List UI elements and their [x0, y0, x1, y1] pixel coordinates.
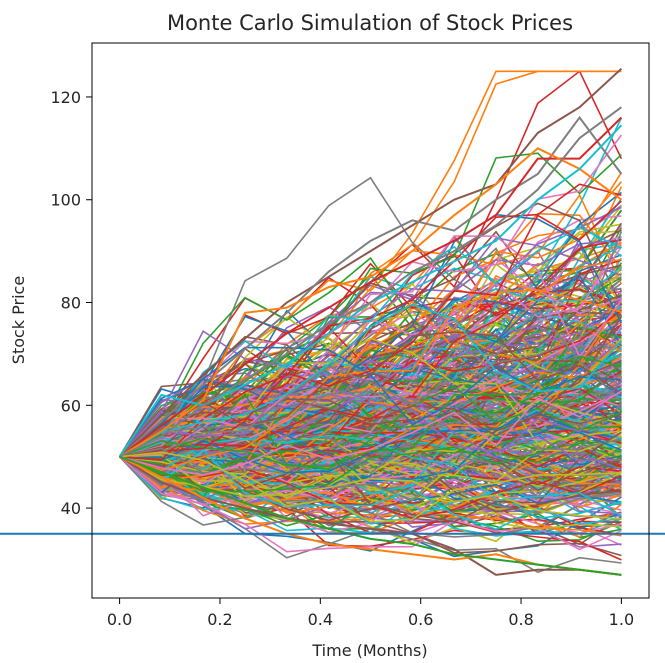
y-tick-label: 120 [50, 88, 81, 107]
x-axis: 0.0 0.2 0.4 0.6 0.8 1.0 [107, 598, 634, 629]
simulation-path [119, 147, 622, 458]
simulation-path [119, 200, 622, 458]
y-axis-label: Stock Price [9, 276, 28, 364]
x-tick-label: 0.2 [207, 610, 232, 629]
simulation-path [119, 262, 622, 458]
simulation-path [119, 425, 622, 493]
x-tick-label: 0.0 [107, 610, 132, 629]
simulation-path [118, 115, 623, 458]
simulation-path [119, 455, 622, 530]
simulation-path [119, 116, 623, 458]
simulation-path [119, 448, 622, 531]
simulation-path [119, 338, 622, 477]
x-tick-label: 1.0 [609, 610, 634, 629]
simulation-path [119, 359, 622, 458]
simulation-path [119, 152, 622, 458]
simulation-path [119, 380, 623, 459]
simulation-path [119, 231, 623, 458]
x-tick-label: 0.4 [308, 610, 333, 629]
y-tick-label: 100 [50, 191, 81, 210]
simulation-path [119, 393, 622, 462]
simulation-path [119, 455, 622, 522]
simulation-path [119, 390, 622, 476]
paths-layer [118, 67, 623, 576]
simulation-path [119, 239, 622, 458]
x-tick-label: 0.6 [408, 610, 433, 629]
chart-title: Monte Carlo Simulation of Stock Prices [167, 11, 573, 35]
x-tick-label: 0.8 [508, 610, 533, 629]
simulation-path [119, 303, 622, 458]
simulation-path [118, 67, 623, 458]
plot-frame [91, 42, 650, 599]
simulation-path [119, 455, 622, 576]
y-tick-label: 60 [61, 396, 81, 415]
y-axis: 40 60 80 100 120 [50, 88, 92, 518]
y-tick-label: 80 [61, 294, 81, 313]
simulation-path [119, 235, 623, 458]
simulation-path [119, 402, 622, 475]
simulation-path [119, 213, 623, 458]
simulation-path [119, 411, 622, 474]
simulation-path [119, 455, 622, 520]
simulation-path [119, 340, 622, 458]
simulation-path [119, 331, 622, 458]
simulation-path [119, 226, 622, 458]
y-tick-label: 40 [61, 499, 81, 518]
simulation-path [119, 441, 622, 483]
simulation-path [119, 206, 622, 458]
simulation-path [119, 307, 622, 458]
simulation-path [119, 315, 623, 458]
simulation-path [119, 256, 622, 458]
x-axis-label: Time (Months) [311, 641, 427, 660]
simulation-path [119, 451, 622, 523]
simulation-path [119, 106, 622, 458]
simulation-path [119, 322, 622, 458]
simulation-path [119, 421, 622, 502]
simulation-path [119, 191, 622, 485]
